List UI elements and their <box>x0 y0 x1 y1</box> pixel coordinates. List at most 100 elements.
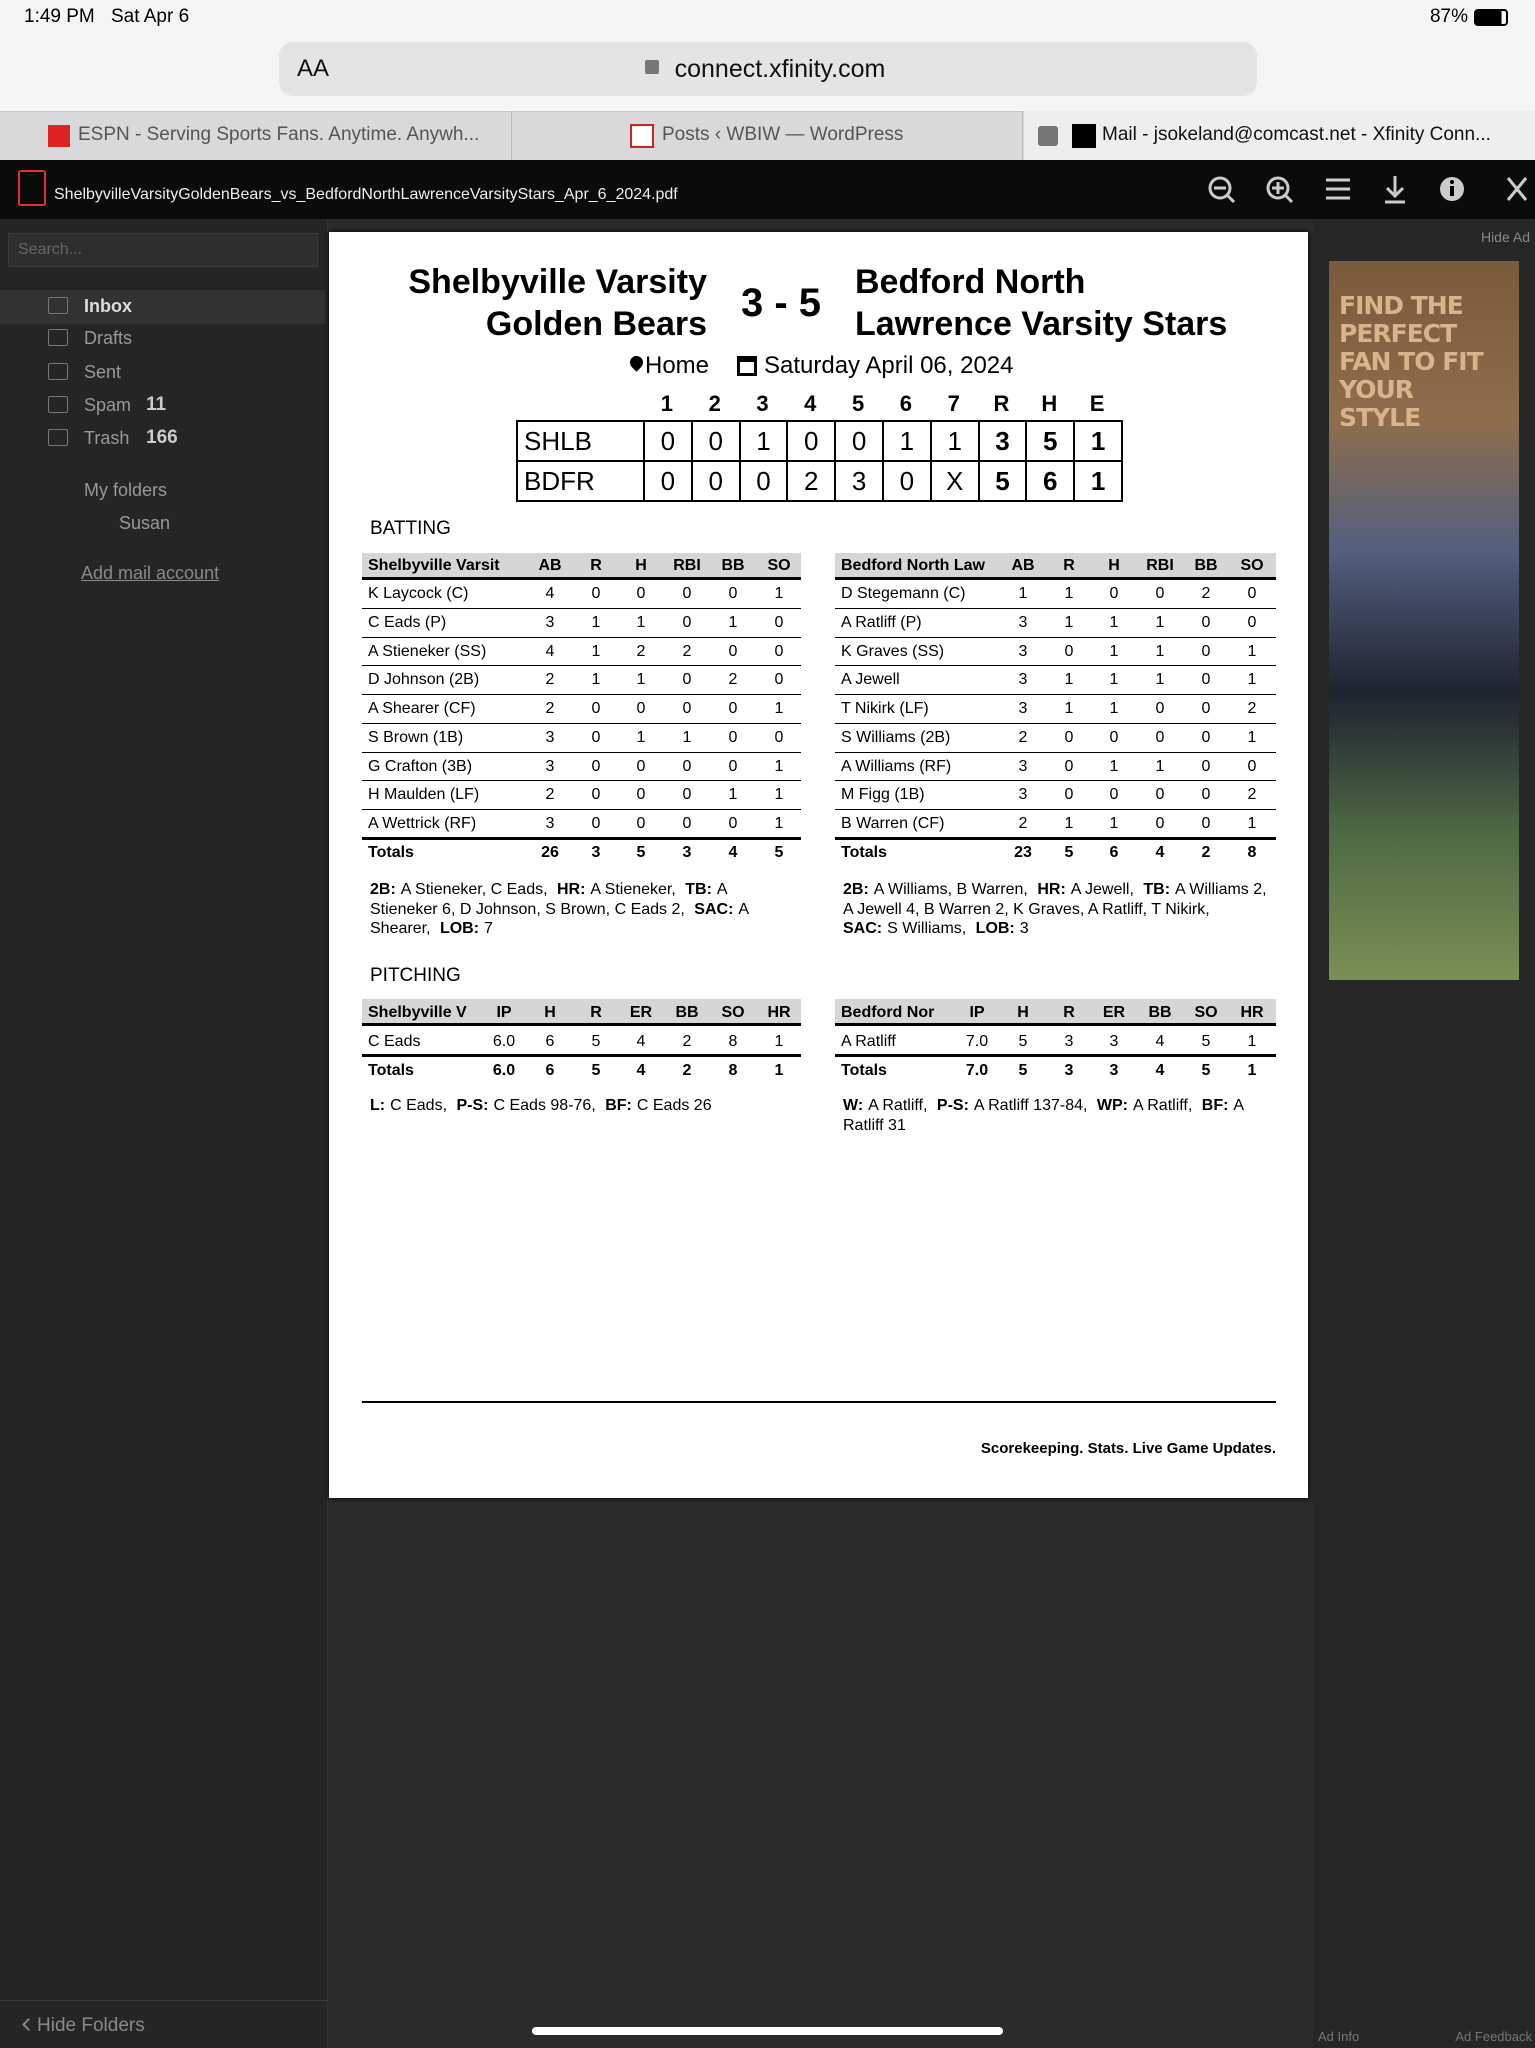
cell: 2 <box>1201 585 1211 603</box>
cell: 1 <box>636 728 646 746</box>
hide-folders[interactable]: Hide Folders <box>37 2015 145 2036</box>
cell: A Shearer (CF) <box>368 700 476 718</box>
close-tab[interactable] <box>1038 126 1058 146</box>
tab-title[interactable]: Mail - jsokeland@comcast.net - Xfinity C… <box>1102 124 1491 145</box>
cell: 1 <box>1155 614 1165 632</box>
pdf-tools[interactable] <box>1200 170 1530 210</box>
cell: 0 <box>1064 642 1074 660</box>
cell: S Williams (2B) <box>841 728 951 746</box>
tab[interactable] <box>512 111 1023 160</box>
cell: 1 <box>1155 757 1165 775</box>
linescore-cell: 0 <box>738 460 789 502</box>
note-label: LOB: <box>439 920 480 938</box>
cell: 6 <box>545 1032 555 1050</box>
url-field[interactable] <box>279 42 1257 96</box>
note-text: C Eads 26 <box>636 1097 712 1114</box>
table-header-bg <box>835 999 1276 1026</box>
cell: RBI <box>1146 556 1174 574</box>
cell: ER <box>1102 1003 1126 1021</box>
search-box[interactable] <box>8 233 318 267</box>
cell: R <box>1063 1003 1075 1021</box>
folder[interactable]: Inbox <box>84 296 132 316</box>
row-line <box>835 780 1276 782</box>
subfolder[interactable]: Susan <box>119 513 171 533</box>
cell: 1 <box>1064 585 1074 603</box>
cell: 2 <box>1201 843 1211 861</box>
linescore-cell: 0 <box>786 420 837 462</box>
inning-header: 3 <box>756 391 769 416</box>
add-account[interactable]: Add mail account <box>81 563 220 583</box>
linescore-cell: 0 <box>882 460 932 502</box>
espn-icon <box>48 125 70 147</box>
cell: A Ratliff <box>841 1032 896 1050</box>
notes: 2B: A Stieneker, C Eads, HR: A Stieneker, … <box>370 880 795 939</box>
folder[interactable]: Sent <box>84 362 122 382</box>
note-label: TB: <box>1143 881 1171 898</box>
linescore-cell: 0 <box>690 420 741 462</box>
cell: 0 <box>1201 614 1211 632</box>
section-title: PITCHING <box>370 965 461 986</box>
tab-title[interactable]: ESPN - Serving Sports Fans. Anytime. Any… <box>78 124 480 145</box>
cell: 3 <box>545 728 555 746</box>
cell: G Crafton (3B) <box>368 757 473 775</box>
ad-info[interactable]: Ad Info <box>1318 2029 1360 2044</box>
battery: 87% <box>1429 6 1468 27</box>
cell: 6 <box>545 1061 555 1079</box>
cell: H <box>544 1003 556 1021</box>
cell: 7.0 <box>965 1061 989 1079</box>
text-size-button[interactable]: AA <box>297 55 330 82</box>
footer-text: Scorekeeping. Stats. Live Game Updates. <box>980 1440 1276 1457</box>
cell: 0 <box>682 700 692 718</box>
cell: 0 <box>1155 700 1165 718</box>
cell: 1 <box>1155 671 1165 689</box>
search-placeholder[interactable]: Search... <box>18 241 83 258</box>
home-indicator <box>532 2027 1003 2035</box>
cell: 3 <box>1109 1032 1119 1050</box>
notes: W: A Ratliff, P-S: A Ratliff 137-84, WP: A … <box>843 1096 1268 1135</box>
note-text: A Williams, B Warren, <box>873 881 1028 898</box>
cell: Shelbyville V <box>368 1003 467 1021</box>
cell: C Eads <box>368 1032 421 1050</box>
linescore-cell: 5 <box>977 460 1028 502</box>
note-text: A Williams 2, A Jewell 4, B Warren 2, K … <box>843 881 1267 918</box>
note-text: C Eads 98-76, <box>493 1097 596 1114</box>
cell: 4 <box>636 1032 646 1050</box>
cell: 0 <box>1201 786 1211 804</box>
hide-ad[interactable]: Hide Ad <box>1480 229 1530 245</box>
inning-header: 1 <box>660 391 674 416</box>
note-label: HR: <box>1037 881 1066 898</box>
folder[interactable]: Trash <box>84 428 130 448</box>
folder[interactable]: Drafts <box>84 328 133 348</box>
score: 3 - 5 <box>740 281 822 325</box>
cell: 0 <box>1064 728 1074 746</box>
folder[interactable]: Spam <box>84 395 132 415</box>
cell: 1 <box>774 814 784 832</box>
cell: 0 <box>682 786 692 804</box>
row-line <box>362 808 801 810</box>
tab-title[interactable]: Posts ‹ WBIW — WordPress <box>662 124 904 145</box>
ad-image[interactable] <box>1329 261 1519 980</box>
cell: 1 <box>1109 757 1119 775</box>
location: Home <box>645 352 710 379</box>
note-text: 7 <box>484 920 493 938</box>
page <box>329 232 1308 1498</box>
cell: 1 <box>1109 642 1119 660</box>
url[interactable]: connect.xfinity.com <box>674 55 886 83</box>
note-text: A Stieneker, <box>590 881 676 898</box>
cell: 0 <box>1247 585 1257 603</box>
my-folders[interactable]: My folders <box>84 480 168 500</box>
note-text: A Ratliff, <box>868 1097 928 1114</box>
cell: C Eads (P) <box>368 614 447 632</box>
cell: 1 <box>591 614 601 632</box>
cell: 0 <box>1201 728 1211 746</box>
linescore-cell: 0 <box>643 460 693 502</box>
cell: 8 <box>1247 843 1257 861</box>
ad-feedback[interactable]: Ad Feedback <box>1455 2029 1532 2044</box>
active-tab[interactable] <box>1024 111 1535 160</box>
cell: IP <box>969 1003 985 1021</box>
cell: 0 <box>1201 671 1211 689</box>
cell: SO <box>721 1003 745 1021</box>
cell: R <box>590 1003 602 1021</box>
linescore-cell: 1 <box>1073 420 1123 462</box>
tab[interactable] <box>0 111 512 160</box>
